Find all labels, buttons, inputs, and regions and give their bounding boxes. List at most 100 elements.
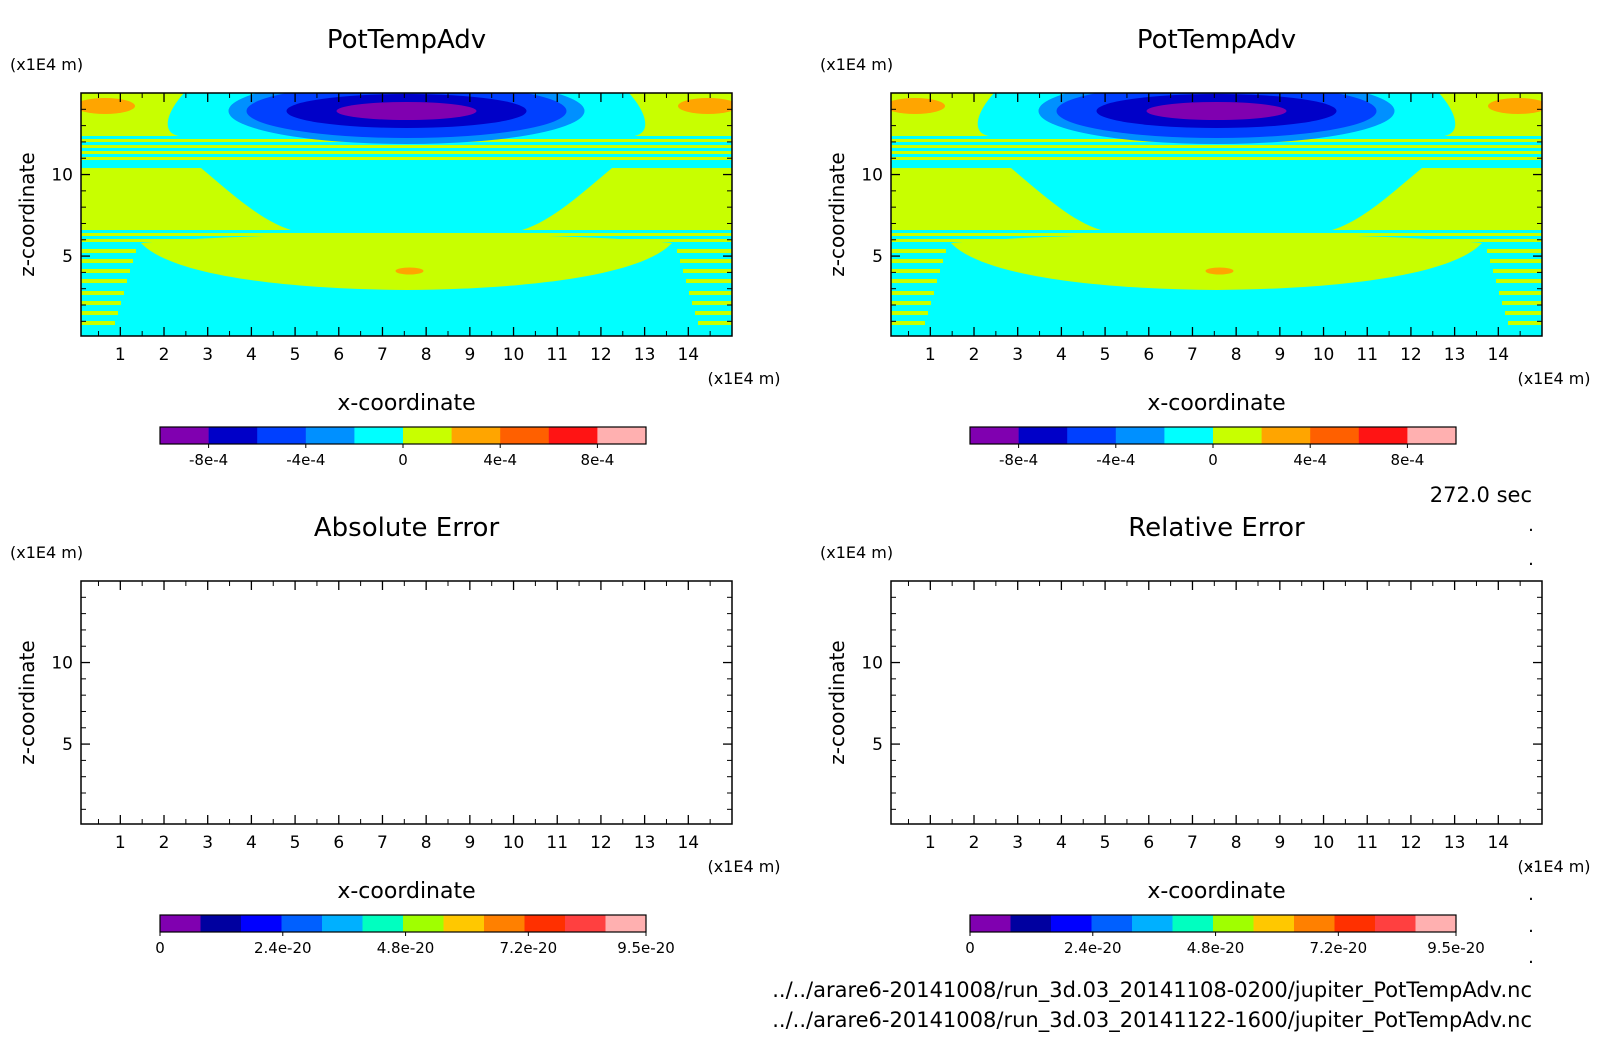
field-edge-stripe	[1508, 321, 1542, 325]
x-tick-label: 14	[677, 345, 699, 365]
field-corner-blob	[678, 98, 732, 114]
colorbar-swatch	[1294, 915, 1335, 932]
colorbar-swatch	[208, 427, 258, 444]
y-tick-label: 10	[51, 654, 73, 674]
colorbar: 0 2.4e-20 4.8e-20 7.2e-20 9.5e-20	[155, 914, 675, 957]
x-tick-label: 10	[503, 833, 525, 853]
plot-area	[81, 581, 732, 824]
colorbar-swatch	[1091, 915, 1133, 932]
margin-dot: .	[1528, 549, 1534, 570]
x-tick-label: 2	[159, 833, 170, 853]
colorbar-swatch	[1375, 915, 1416, 932]
colorbar: 0 2.4e-20 4.8e-20 7.2e-20 9.5e-20	[965, 914, 1485, 957]
x-tick-label: 7	[1187, 345, 1198, 365]
colorbar-tick-label: 0	[398, 451, 408, 469]
field-middle-body	[891, 168, 1542, 230]
colorbar-tick-label: -8e-4	[999, 451, 1038, 469]
field-edge-stripe	[677, 249, 732, 253]
y-tick-label: 5	[872, 735, 883, 755]
x-tick-label: 2	[969, 833, 980, 853]
field-stripe	[891, 145, 1542, 148]
field-stripe	[81, 145, 732, 148]
colorbar-tick-label: 4e-4	[1293, 451, 1327, 469]
field-edge-stripe	[689, 291, 732, 295]
x-axis-label: x-coordinate	[1147, 391, 1285, 416]
x-tick-label: 6	[1143, 345, 1154, 365]
field-stripe	[891, 157, 1542, 160]
colorbar-swatch	[1051, 915, 1092, 932]
colorbar-swatch	[1213, 427, 1262, 444]
colorbar-swatch	[1018, 427, 1068, 444]
colorbar-swatch	[322, 915, 363, 932]
colorbar-swatch	[354, 427, 404, 444]
x-unit-label: (x1E4 m)	[707, 857, 780, 876]
field-middle-body	[81, 168, 732, 230]
y-tick-label: 5	[62, 247, 73, 267]
colorbar-swatch	[565, 915, 606, 932]
y-unit-label: (x1E4 m)	[820, 55, 893, 74]
colorbar-swatch	[970, 427, 1019, 444]
colorbar-swatch	[1261, 427, 1311, 444]
field-stripe	[81, 157, 732, 160]
y-unit-label: (x1E4 m)	[10, 543, 83, 562]
colorbar-tick-label: 2.4e-20	[1064, 939, 1122, 957]
x-tick-label: 5	[290, 833, 301, 853]
colorbar-tick-label: -8e-4	[189, 451, 228, 469]
field-corner-blob	[81, 98, 135, 114]
colorbar-tick-label: -4e-4	[1096, 451, 1135, 469]
colorbar-swatch	[305, 427, 355, 444]
field-edge-stripe	[891, 321, 925, 325]
field-edge-stripe	[692, 301, 732, 305]
field-edge-stripe	[891, 291, 934, 295]
colorbar: -8e-4 -4e-4 0 4e-4 8e-4	[159, 426, 647, 469]
x-tick-label: 13	[634, 345, 656, 365]
field-edge-stripe	[891, 259, 943, 263]
colorbar-frame	[969, 914, 1457, 933]
colorbar-swatch	[451, 427, 501, 444]
field-edge-stripe	[891, 269, 940, 273]
time-label: 272.0 sec	[1430, 483, 1532, 507]
colorbar-tick-label: 7.2e-20	[500, 939, 558, 957]
field-edge-stripe	[686, 279, 732, 283]
field-corner-blob	[1488, 98, 1542, 114]
margin-dot: .	[1528, 916, 1534, 937]
x-tick-label: 10	[503, 345, 525, 365]
margin-dot: .	[1528, 884, 1534, 905]
colorbar-swatch	[1407, 427, 1457, 444]
field-edge-stripe	[81, 291, 124, 295]
field-edge-stripe	[81, 301, 121, 305]
field-edge-stripe	[1496, 279, 1542, 283]
x-tick-label: 4	[1056, 833, 1067, 853]
x-tick-label: 8	[421, 833, 432, 853]
colorbar-tick-label: 0	[965, 939, 975, 957]
panel-potential-temperature-advection-1: PotTempAdv(x1E4 m)(x1E4 m)1 2 3 4 5 6 7 8 9 10 11 1…	[10, 25, 781, 469]
colorbar-swatch	[200, 915, 242, 932]
x-tick-label: 13	[1444, 345, 1466, 365]
colorbar-swatch	[605, 915, 647, 932]
colorbar-swatch	[1132, 915, 1173, 932]
colorbar-swatch	[1334, 915, 1376, 932]
y-tick-label: 10	[861, 166, 883, 186]
colorbar: -8e-4 -4e-4 0 4e-4 8e-4	[969, 426, 1457, 469]
colorbar-tick-label: 9.5e-20	[617, 939, 675, 957]
colorbar-swatch	[1310, 427, 1360, 444]
x-tick-label: 14	[1487, 345, 1509, 365]
colorbar-swatch	[362, 915, 404, 932]
chart-title: Absolute Error	[314, 513, 500, 543]
x-axis-label: x-coordinate	[337, 879, 475, 904]
x-tick-label: 2	[969, 345, 980, 365]
colorbar-swatch	[160, 915, 201, 932]
field-edge-stripe	[683, 269, 732, 273]
field-edge-stripe	[81, 321, 115, 325]
margin-dots: ......	[1528, 515, 1534, 968]
x-tick-label: 1	[115, 345, 126, 365]
colorbar-swatch	[1213, 915, 1254, 932]
x-tick-label: 13	[1444, 833, 1466, 853]
colorbar-swatch	[403, 427, 452, 444]
field-lower-lens	[141, 234, 672, 290]
x-tick-label: 12	[590, 345, 612, 365]
x-tick-label: 3	[202, 833, 213, 853]
plot-area	[81, 93, 732, 336]
x-tick-label: 11	[1356, 833, 1378, 853]
